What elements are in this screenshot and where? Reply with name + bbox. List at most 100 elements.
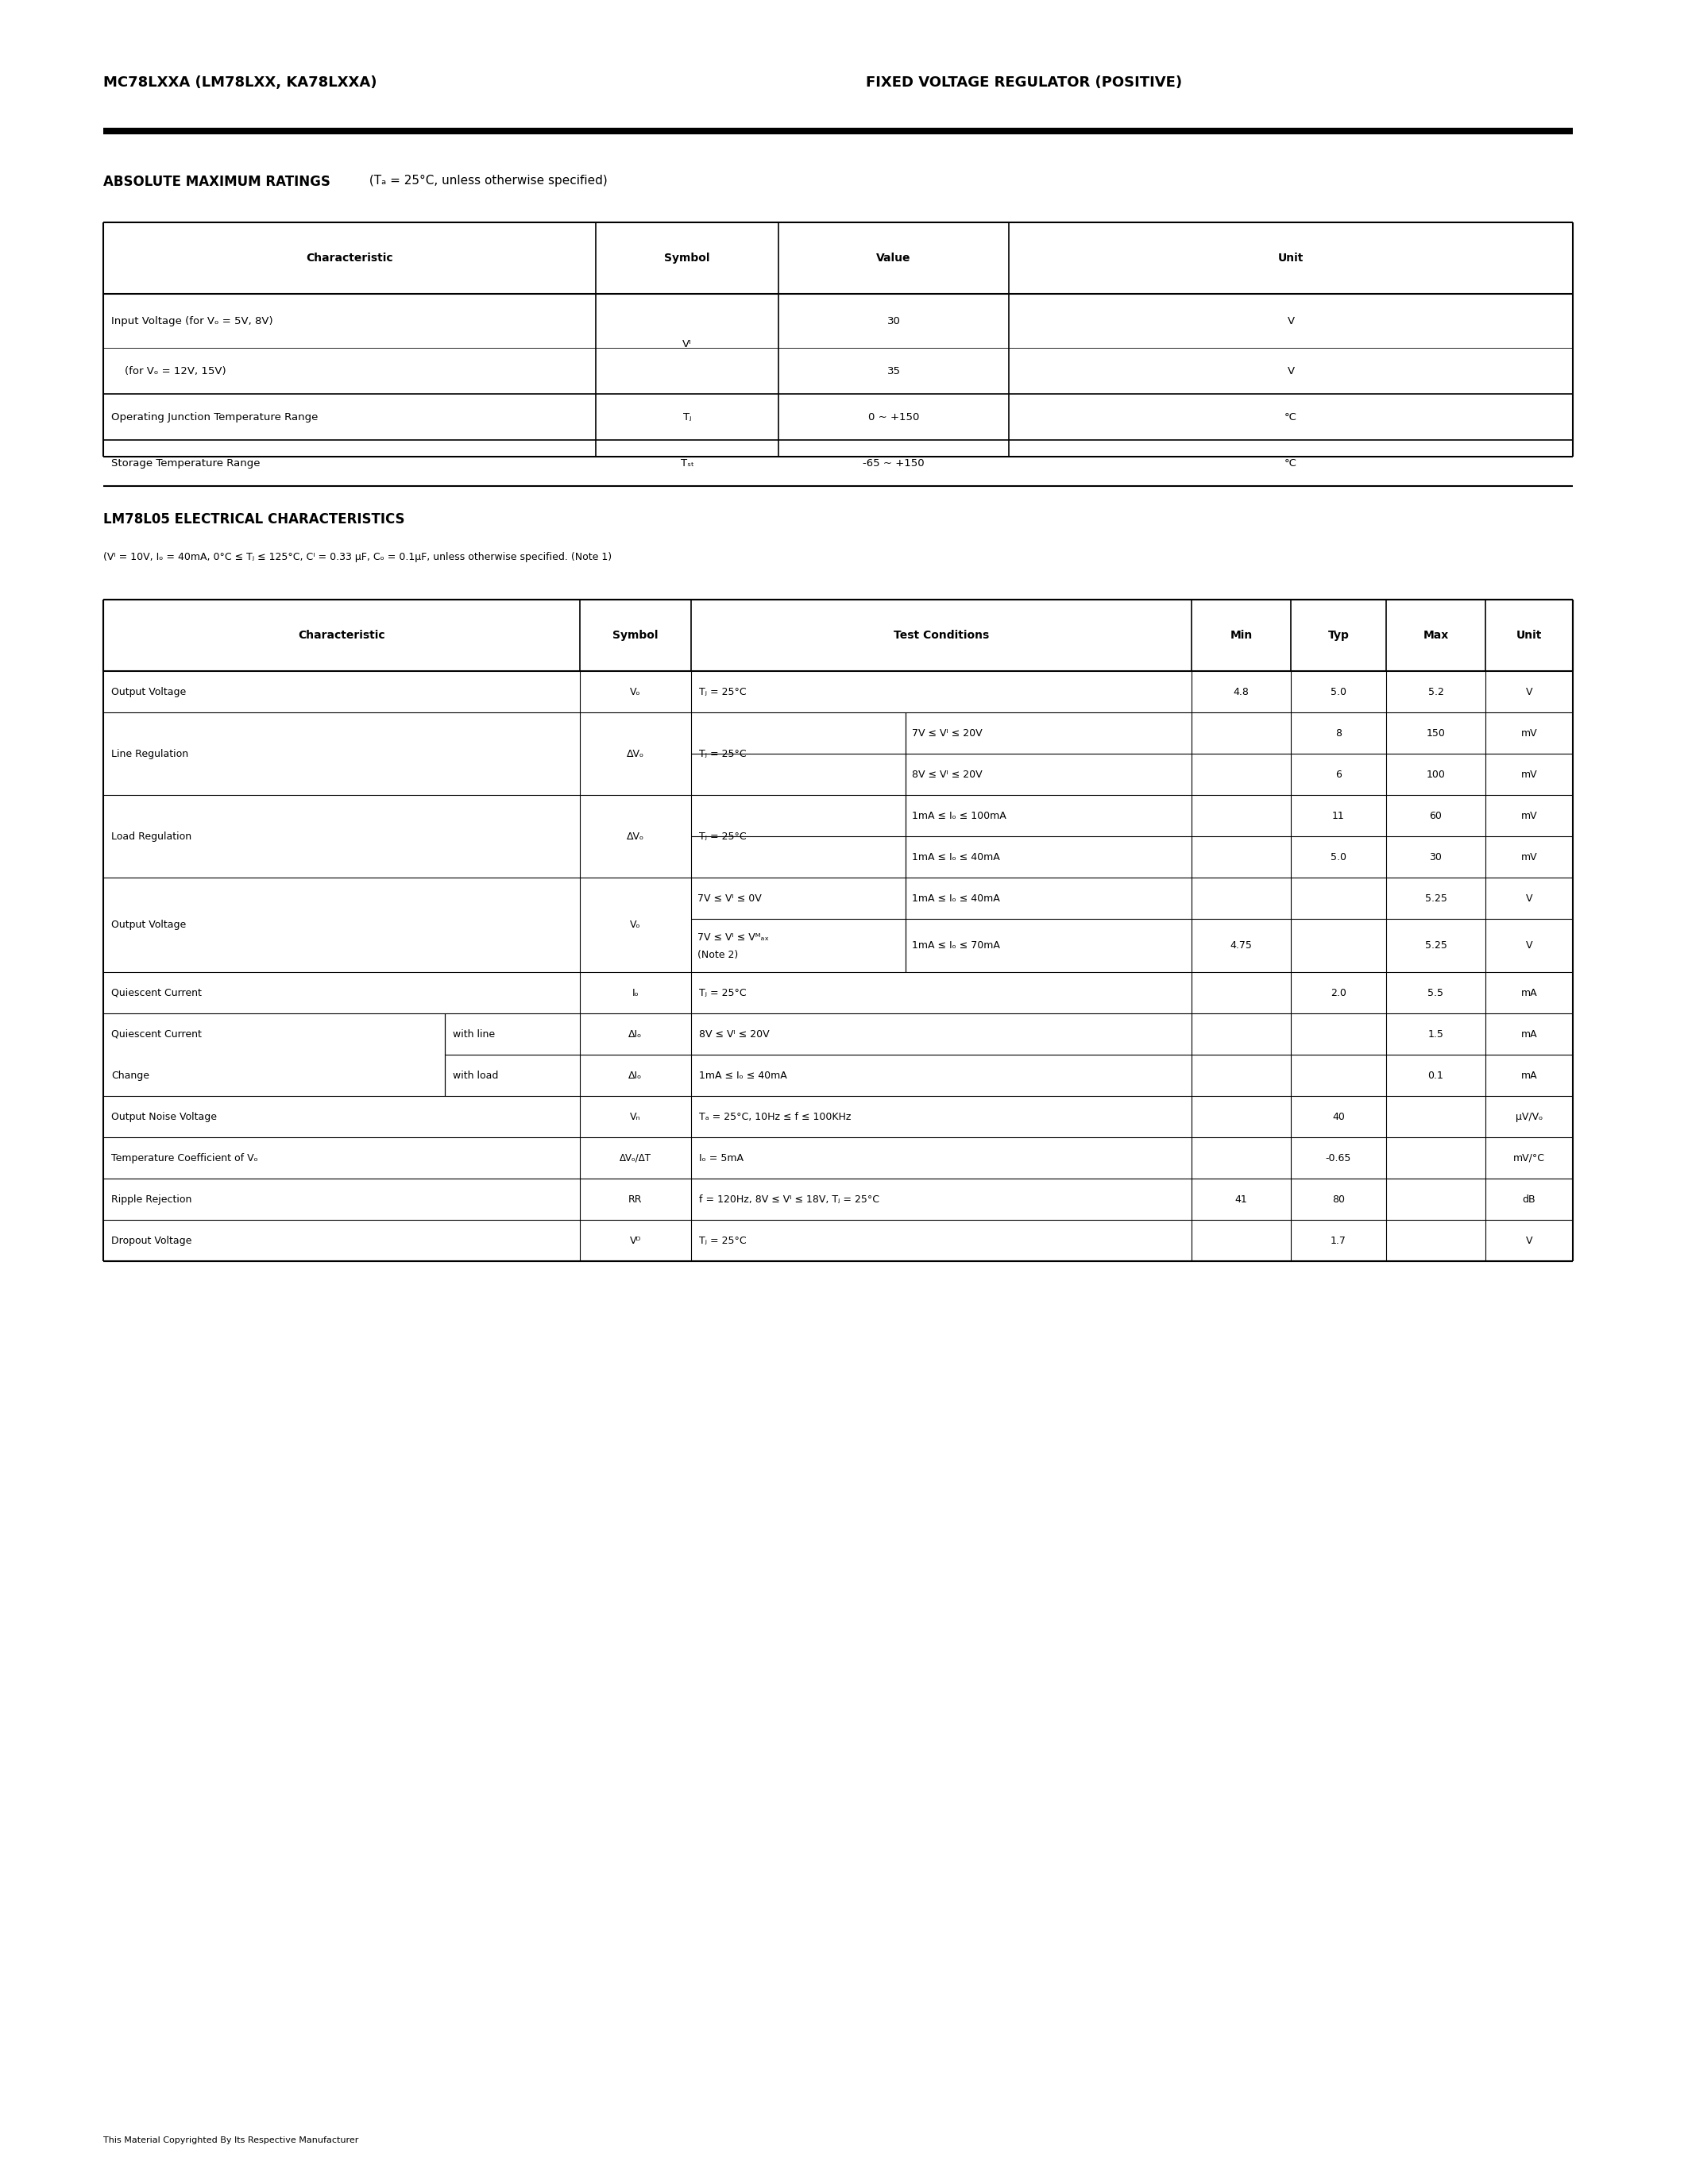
Text: 11: 11 [1332, 810, 1345, 821]
Text: Symbol: Symbol [613, 629, 658, 640]
Text: 6: 6 [1335, 769, 1342, 780]
Text: Tⱼ: Tⱼ [684, 413, 692, 422]
Text: 4.8: 4.8 [1234, 686, 1249, 697]
Text: Vₙ: Vₙ [630, 1112, 641, 1123]
Text: -0.65: -0.65 [1325, 1153, 1352, 1164]
Text: Operating Junction Temperature Range: Operating Junction Temperature Range [111, 413, 317, 422]
Text: FIXED VOLTAGE REGULATOR (POSITIVE): FIXED VOLTAGE REGULATOR (POSITIVE) [866, 76, 1182, 90]
Text: °C: °C [1285, 413, 1296, 422]
Text: Characteristic: Characteristic [299, 629, 385, 640]
Text: V: V [1526, 893, 1533, 904]
Text: 8V ≤ Vᴵ ≤ 20V: 8V ≤ Vᴵ ≤ 20V [699, 1029, 770, 1040]
Text: 41: 41 [1236, 1195, 1247, 1203]
Text: 1mA ≤ Iₒ ≤ 40mA: 1mA ≤ Iₒ ≤ 40mA [699, 1070, 787, 1081]
Text: 4.75: 4.75 [1231, 941, 1252, 950]
Text: μV/Vₒ: μV/Vₒ [1516, 1112, 1543, 1123]
Text: Vᴵ: Vᴵ [682, 339, 692, 349]
Text: Unit: Unit [1516, 629, 1543, 640]
Text: mV: mV [1521, 769, 1538, 780]
Text: 30: 30 [886, 317, 900, 325]
Text: mV: mV [1521, 810, 1538, 821]
Text: 1mA ≤ Iₒ ≤ 40mA: 1mA ≤ Iₒ ≤ 40mA [912, 893, 999, 904]
Text: Iₒ: Iₒ [631, 987, 640, 998]
Text: Input Voltage (for Vₒ = 5V, 8V): Input Voltage (for Vₒ = 5V, 8V) [111, 317, 273, 325]
Text: Dropout Voltage: Dropout Voltage [111, 1236, 192, 1245]
Text: Load Regulation: Load Regulation [111, 832, 191, 841]
Text: 1mA ≤ Iₒ ≤ 40mA: 1mA ≤ Iₒ ≤ 40mA [912, 852, 999, 863]
Text: Quiescent Current: Quiescent Current [111, 1029, 201, 1040]
Text: Iₒ = 5mA: Iₒ = 5mA [699, 1153, 743, 1164]
Text: Storage Temperature Range: Storage Temperature Range [111, 459, 260, 467]
Text: Tₐ = 25°C, 10Hz ≤ f ≤ 100KHz: Tₐ = 25°C, 10Hz ≤ f ≤ 100KHz [699, 1112, 851, 1123]
Text: 7V ≤ Vᴵ ≤ 0V: 7V ≤ Vᴵ ≤ 0V [697, 893, 761, 904]
Text: 7V ≤ Vᴵ ≤ Vᴹₐₓ: 7V ≤ Vᴵ ≤ Vᴹₐₓ [697, 933, 768, 943]
Text: Tⱼ = 25°C: Tⱼ = 25°C [699, 987, 746, 998]
Text: 30: 30 [1430, 852, 1442, 863]
Text: (Vᴵ = 10V, Iₒ = 40mA, 0°C ≤ Tⱼ ≤ 125°C, Cᴵ = 0.33 μF, Cₒ = 0.1μF, unless otherwi: (Vᴵ = 10V, Iₒ = 40mA, 0°C ≤ Tⱼ ≤ 125°C, … [103, 553, 611, 561]
Text: 5.0: 5.0 [1330, 852, 1347, 863]
Text: Change: Change [111, 1070, 149, 1081]
Text: Temperature Coefficient of Vₒ: Temperature Coefficient of Vₒ [111, 1153, 258, 1164]
Text: ΔVₒ/ΔT: ΔVₒ/ΔT [619, 1153, 652, 1164]
Text: Quiescent Current: Quiescent Current [111, 987, 201, 998]
Text: mA: mA [1521, 1070, 1538, 1081]
Text: °C: °C [1285, 459, 1296, 467]
Text: Tⱼ = 25°C: Tⱼ = 25°C [699, 686, 746, 697]
Text: 0.1: 0.1 [1428, 1070, 1443, 1081]
Text: mA: mA [1521, 1029, 1538, 1040]
Text: 150: 150 [1426, 727, 1445, 738]
Text: Unit: Unit [1278, 253, 1303, 264]
Text: mV/°C: mV/°C [1512, 1153, 1545, 1164]
Text: MC78LXXA (LM78LXX, KA78LXXA): MC78LXXA (LM78LXX, KA78LXXA) [103, 76, 376, 90]
Text: 1.5: 1.5 [1428, 1029, 1443, 1040]
Text: mV: mV [1521, 852, 1538, 863]
Text: 8V ≤ Vᴵ ≤ 20V: 8V ≤ Vᴵ ≤ 20V [912, 769, 982, 780]
Text: 1mA ≤ Iₒ ≤ 70mA: 1mA ≤ Iₒ ≤ 70mA [912, 941, 999, 950]
Text: Output Voltage: Output Voltage [111, 919, 186, 930]
Text: 2.0: 2.0 [1330, 987, 1347, 998]
Text: ΔVₒ: ΔVₒ [626, 749, 645, 758]
Text: 0 ~ +150: 0 ~ +150 [868, 413, 920, 422]
Text: (Tₐ = 25°C, unless otherwise specified): (Tₐ = 25°C, unless otherwise specified) [365, 175, 608, 186]
Text: Output Voltage: Output Voltage [111, 686, 186, 697]
Text: 35: 35 [886, 365, 900, 376]
Text: mA: mA [1521, 987, 1538, 998]
Text: (Note 2): (Note 2) [697, 950, 738, 961]
Text: This Material Copyrighted By Its Respective Manufacturer: This Material Copyrighted By Its Respect… [103, 2136, 358, 2145]
Text: -65 ~ +150: -65 ~ +150 [863, 459, 925, 467]
Text: Vₒ: Vₒ [630, 686, 641, 697]
Text: with load: with load [452, 1070, 498, 1081]
Text: RR: RR [628, 1195, 643, 1203]
Text: Line Regulation: Line Regulation [111, 749, 189, 758]
Text: dB: dB [1523, 1195, 1536, 1203]
Text: 5.5: 5.5 [1428, 987, 1443, 998]
Text: Ripple Rejection: Ripple Rejection [111, 1195, 192, 1203]
Text: Min: Min [1231, 629, 1252, 640]
Text: Output Noise Voltage: Output Noise Voltage [111, 1112, 216, 1123]
Text: Test Conditions: Test Conditions [893, 629, 989, 640]
Text: 5.0: 5.0 [1330, 686, 1347, 697]
Text: Tⱼ = 25°C: Tⱼ = 25°C [699, 749, 746, 758]
Text: (for Vₒ = 12V, 15V): (for Vₒ = 12V, 15V) [111, 365, 226, 376]
Text: 5.25: 5.25 [1425, 893, 1447, 904]
Text: Symbol: Symbol [665, 253, 711, 264]
Text: ΔIₒ: ΔIₒ [628, 1070, 643, 1081]
Text: Vₒ: Vₒ [630, 919, 641, 930]
Text: 7V ≤ Vᴵ ≤ 20V: 7V ≤ Vᴵ ≤ 20V [912, 727, 982, 738]
Text: Characteristic: Characteristic [306, 253, 393, 264]
Text: Value: Value [876, 253, 912, 264]
Text: ΔVₒ: ΔVₒ [626, 832, 645, 841]
Text: Typ: Typ [1328, 629, 1349, 640]
Text: ABSOLUTE MAXIMUM RATINGS: ABSOLUTE MAXIMUM RATINGS [103, 175, 331, 190]
Text: V: V [1288, 317, 1295, 325]
Text: 1.7: 1.7 [1330, 1236, 1347, 1245]
Text: V: V [1526, 941, 1533, 950]
Text: Tₛₜ⁢: Tₛₜ⁢ [680, 459, 694, 467]
Text: with line: with line [452, 1029, 495, 1040]
Text: 40: 40 [1332, 1112, 1345, 1123]
Text: Tⱼ = 25°C: Tⱼ = 25°C [699, 1236, 746, 1245]
Text: mV: mV [1521, 727, 1538, 738]
Text: 5.2: 5.2 [1428, 686, 1443, 697]
Text: LM78L05 ELECTRICAL CHARACTERISTICS: LM78L05 ELECTRICAL CHARACTERISTICS [103, 513, 405, 526]
Text: ΔIₒ: ΔIₒ [628, 1029, 643, 1040]
